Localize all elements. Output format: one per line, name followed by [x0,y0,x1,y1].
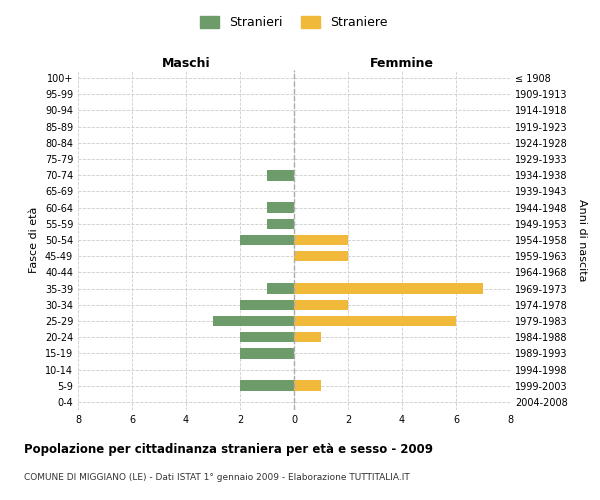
Bar [294,300,348,310]
Bar [240,380,294,391]
Bar [267,218,294,229]
Y-axis label: Anni di nascita: Anni di nascita [577,198,587,281]
Bar [213,316,294,326]
Legend: Stranieri, Straniere: Stranieri, Straniere [196,11,392,34]
Bar [240,348,294,358]
Bar [240,332,294,342]
Bar [267,202,294,213]
Text: Femmine: Femmine [370,57,434,70]
Bar [294,332,321,342]
Bar [294,380,321,391]
Bar [294,251,348,262]
Bar [294,284,483,294]
Bar [294,234,348,246]
Bar [294,316,456,326]
Text: Maschi: Maschi [161,57,211,70]
Text: COMUNE DI MIGGIANO (LE) - Dati ISTAT 1° gennaio 2009 - Elaborazione TUTTITALIA.I: COMUNE DI MIGGIANO (LE) - Dati ISTAT 1° … [24,472,410,482]
Bar [267,284,294,294]
Y-axis label: Fasce di età: Fasce di età [29,207,39,273]
Bar [267,170,294,180]
Bar [240,300,294,310]
Bar [240,234,294,246]
Text: Popolazione per cittadinanza straniera per età e sesso - 2009: Popolazione per cittadinanza straniera p… [24,442,433,456]
